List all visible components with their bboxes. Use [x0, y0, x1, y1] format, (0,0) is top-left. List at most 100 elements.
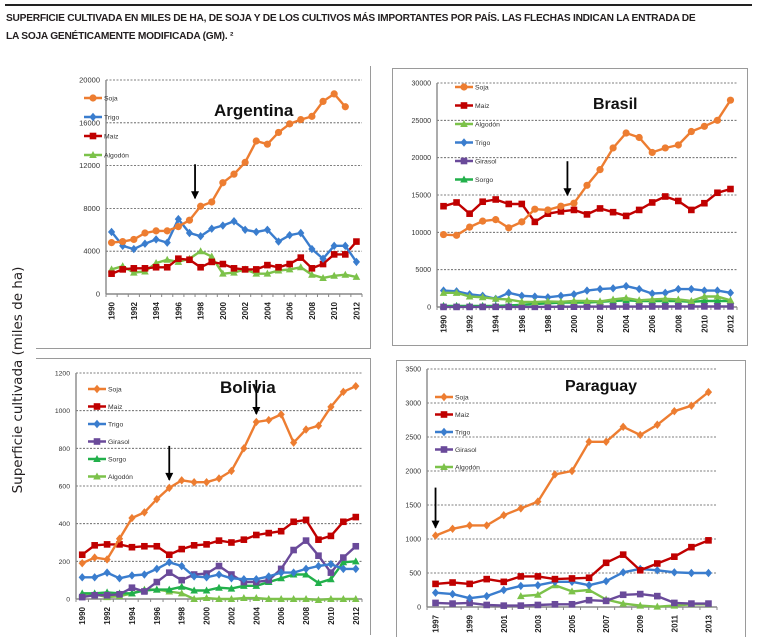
data-point-maiz	[315, 536, 322, 543]
legend-label: Trigo	[455, 430, 470, 437]
legend-swatch-marker	[460, 102, 468, 109]
data-point-algodon	[687, 297, 696, 305]
data-point-trigo	[302, 564, 310, 574]
data-point-algodon	[491, 294, 500, 302]
legend-label: Soja	[108, 387, 122, 394]
data-point-maiz	[492, 196, 499, 203]
legend-swatch-marker	[440, 411, 448, 418]
legend-item-maiz: Maiz	[435, 411, 470, 419]
data-point-girasol	[544, 303, 552, 311]
data-point-maiz	[688, 543, 695, 551]
data-point-trigo	[215, 570, 223, 579]
legend-swatch-marker	[93, 419, 101, 429]
data-point-algodon	[339, 595, 348, 602]
data-point-trigo	[152, 235, 160, 244]
legend-swatch-marker	[93, 403, 101, 410]
data-point-trigo	[534, 581, 542, 590]
x-tick-label: 2006	[286, 301, 295, 319]
data-point-girasol	[635, 303, 643, 310]
data-point-soja	[544, 206, 552, 214]
data-point-girasol	[116, 590, 123, 598]
data-point-maiz	[128, 543, 136, 551]
legend-item-trigo: Trigo	[455, 138, 490, 147]
x-tick-label: 1998	[178, 606, 187, 624]
data-point-girasol	[128, 584, 136, 591]
caption-line-1: SUPERFICIE CULTIVADA EN MILES DE HA, DE …	[6, 13, 696, 24]
y-tick-label: 0	[96, 290, 100, 299]
data-point-trigo	[274, 237, 283, 246]
data-point-trigo	[517, 581, 525, 591]
data-point-trigo	[153, 564, 161, 574]
data-point-maiz	[152, 263, 160, 271]
y-tick-label: 1000	[405, 537, 421, 544]
data-point-girasol	[453, 303, 460, 311]
data-point-girasol	[165, 569, 173, 576]
data-point-soja	[713, 116, 722, 124]
data-point-soja	[466, 223, 474, 231]
legend-item-algodon: Algodón	[84, 151, 129, 160]
data-point-girasol	[479, 303, 486, 311]
data-point-sorgo	[202, 586, 211, 594]
data-point-sorgo	[314, 578, 323, 586]
data-point-girasol	[585, 596, 593, 604]
series-girasol	[440, 303, 734, 311]
data-point-algodon	[219, 269, 227, 277]
data-point-soja	[352, 381, 360, 391]
data-point-soja	[219, 179, 227, 187]
data-point-maiz	[551, 575, 559, 583]
data-point-algodon	[568, 587, 576, 595]
data-point-maiz	[449, 579, 456, 586]
data-point-maiz	[619, 551, 627, 558]
legend-item-trigo: Trigo	[88, 419, 123, 429]
arrow-head	[431, 520, 440, 529]
data-point-soja	[648, 148, 656, 157]
chart-panel-argentina: 0 4000 8000 12000 16000 20000 1990 1992 1994 1996…	[36, 66, 371, 349]
data-point-maiz	[675, 197, 682, 205]
x-tick-label: 2004	[263, 301, 272, 319]
data-point-trigo	[230, 217, 238, 226]
data-point-soja	[286, 120, 294, 128]
legend-label: Girasol	[475, 159, 497, 166]
data-point-soja	[208, 198, 216, 206]
y-tick-label: 4000	[83, 247, 100, 256]
x-tick-label: 1997	[432, 614, 441, 632]
data-point-maiz	[609, 208, 617, 216]
legend-label: Maiz	[455, 412, 470, 419]
data-point-girasol	[648, 303, 656, 310]
data-point-girasol	[327, 569, 335, 576]
data-point-girasol	[596, 303, 604, 310]
data-point-algodon	[196, 247, 205, 255]
data-point-maiz	[264, 261, 271, 269]
data-point-sorgo	[128, 589, 136, 597]
data-point-maiz	[544, 210, 552, 217]
series-trigo	[431, 564, 713, 603]
data-point-girasol	[315, 552, 322, 559]
data-point-soja	[635, 133, 643, 142]
legend-label: Girasol	[455, 447, 477, 454]
data-point-soja	[263, 140, 271, 148]
chart-brasil: 0 5000 10000 15000 20000 25000 30000 1990 1992 19…	[412, 81, 738, 333]
data-point-soja	[153, 494, 161, 504]
x-tick-label: 2000	[219, 301, 228, 319]
data-point-girasol	[302, 537, 310, 544]
data-point-trigo	[115, 574, 124, 583]
data-point-soja	[448, 524, 457, 533]
x-tick-label: 2008	[308, 301, 317, 319]
data-point-girasol	[570, 303, 578, 311]
data-point-maiz	[671, 553, 678, 560]
data-point-maiz	[163, 263, 171, 271]
x-tick-label: 2012	[726, 314, 735, 332]
x-tick-label: 2006	[277, 606, 286, 624]
x-tick-label: 2012	[352, 606, 361, 624]
y-tick-label: 3000	[405, 401, 421, 408]
data-point-soja	[107, 239, 116, 247]
legend-label: Algodón	[475, 122, 500, 129]
data-point-sorgo	[302, 570, 310, 578]
figure-caption: SUPERFICIE CULTIVADA EN MILES DE HA, DE …	[6, 10, 751, 46]
data-point-maiz	[240, 536, 248, 543]
data-point-trigo	[227, 574, 236, 583]
legend-label: Girasol	[108, 439, 130, 446]
data-point-trigo	[687, 568, 696, 578]
x-tick-label: 2008	[302, 606, 311, 624]
data-point-soja	[290, 438, 298, 447]
